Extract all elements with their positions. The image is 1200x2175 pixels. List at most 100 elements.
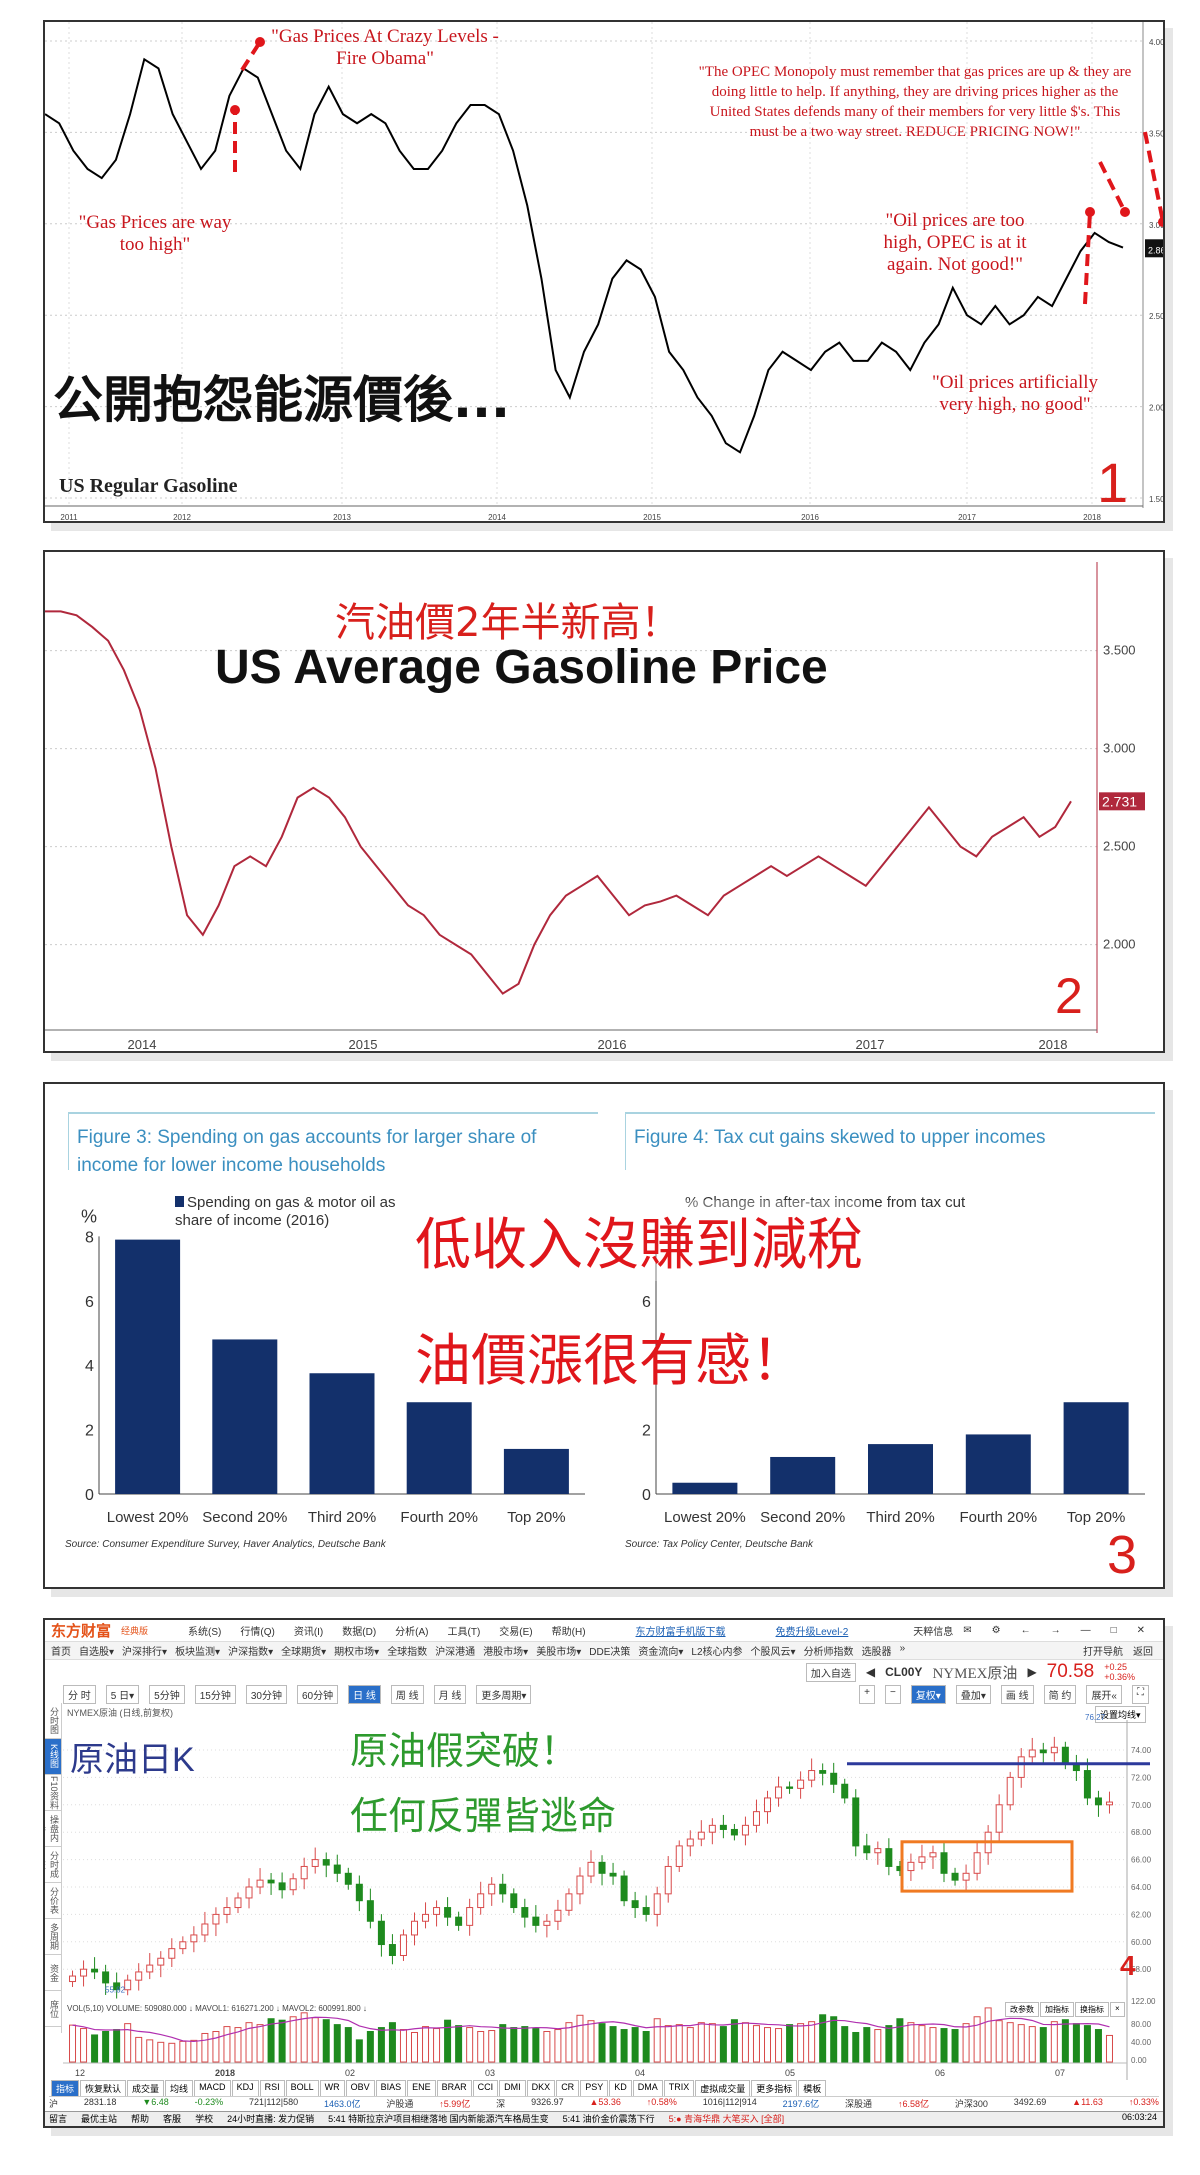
bottom-bar-item[interactable]: 最优主站 [81, 2114, 118, 2124]
prev-symbol-icon[interactable]: ◀ [865, 1665, 876, 1679]
next-symbol-icon[interactable]: ▶ [1027, 1665, 1037, 1679]
period-tab[interactable]: 周 线 [390, 1684, 424, 1704]
indicator-tab[interactable]: 成交量 [127, 2080, 165, 2097]
window-control-icon[interactable]: ✉ [963, 1625, 972, 1636]
period-tab[interactable]: 5 日▾ [105, 1684, 140, 1704]
indicator-tab[interactable]: ENE [407, 2080, 436, 2097]
nav-item[interactable]: 自选股▾ [79, 1647, 115, 1658]
nav-item[interactable]: 全球期货▾ [281, 1647, 327, 1658]
period-tab[interactable]: 日 线 [348, 1684, 381, 1704]
nav-item[interactable]: 资金流向▾ [638, 1647, 684, 1658]
bottom-bar-item[interactable]: 客服 [163, 2114, 182, 2124]
menu-item[interactable]: 数据(D) [342, 1627, 377, 1638]
indicator-tab[interactable]: TRIX [663, 2080, 695, 2097]
ma-settings-button[interactable]: 设置均线▾ [1095, 1706, 1146, 1723]
side-tab[interactable]: 多周期 [45, 1919, 61, 1955]
indicator-tab[interactable]: 虚拟成交量 [695, 2080, 751, 2097]
indicator-tab[interactable]: KD [609, 2080, 632, 2097]
nav-item[interactable]: 港股市场▾ [483, 1647, 529, 1658]
period-tab[interactable]: 分 时 [63, 1684, 96, 1704]
volume-panel-button[interactable]: 加指标 [1040, 2002, 1074, 2017]
side-tab[interactable]: 资金 [45, 1955, 61, 1991]
nav-item[interactable]: 美股市场▾ [536, 1647, 582, 1658]
nav-item[interactable]: 板块监测▾ [175, 1647, 221, 1658]
window-control-icon[interactable]: → [1050, 1625, 1061, 1636]
chart-tool-button[interactable]: + [859, 1684, 875, 1704]
menu-item[interactable]: 工具(T) [447, 1627, 481, 1638]
window-control-icon[interactable]: ✕ [1136, 1625, 1145, 1636]
indicator-tab[interactable]: 恢复默认 [80, 2080, 127, 2097]
menu-item[interactable]: 系统(S) [188, 1627, 222, 1638]
nav-item[interactable]: L2核心内参 [691, 1647, 743, 1658]
period-tab[interactable]: 月 线 [433, 1684, 467, 1704]
side-tab[interactable]: 分时成交 [45, 1847, 61, 1883]
indicator-tab[interactable]: CCI [472, 2080, 499, 2097]
volume-panel-button[interactable]: 换指标 [1075, 2002, 1109, 2017]
indicator-tab[interactable]: BOLL [285, 2080, 319, 2097]
chart-tool-button[interactable]: 简 约 [1043, 1684, 1077, 1704]
indicator-tab[interactable]: DMI [499, 2080, 526, 2097]
indicator-tab[interactable]: 均线 [165, 2080, 194, 2097]
nav-item[interactable]: 分析师指数 [803, 1647, 854, 1658]
period-tab[interactable]: 60分钟 [296, 1684, 339, 1704]
indicator-tab[interactable]: OBV [345, 2080, 375, 2097]
chart-tool-button[interactable]: 展开« [1086, 1684, 1122, 1704]
nav-item[interactable]: 沪深港通 [435, 1647, 476, 1658]
menu-item[interactable]: 行情(Q) [240, 1627, 275, 1638]
indicator-tab[interactable]: PSY [580, 2080, 609, 2097]
menu-item[interactable]: 资讯(I) [293, 1627, 324, 1638]
indicator-tab[interactable]: BIAS [375, 2080, 407, 2097]
indicator-tab[interactable]: 指标 [51, 2080, 80, 2097]
menu-item[interactable]: 帮助(H) [551, 1627, 586, 1638]
period-tab[interactable]: 更多周期▾ [476, 1684, 532, 1704]
indicator-tab[interactable]: MACD [194, 2080, 231, 2097]
link-mobile[interactable]: 东方财富手机版下载 [635, 1627, 726, 1638]
indicator-tab[interactable]: 模板 [798, 2080, 827, 2097]
nav-open[interactable]: 打开导航 [1083, 1647, 1123, 1658]
add-watchlist-button[interactable]: 加入自选 [805, 1662, 856, 1682]
nav-item[interactable]: » [899, 1643, 906, 1654]
bottom-bar-item[interactable]: 帮助 [131, 2114, 150, 2124]
indicator-tab[interactable]: CR [556, 2080, 580, 2097]
side-tab[interactable]: 分价表 [45, 1883, 61, 1919]
nav-item[interactable]: DDE决策 [589, 1647, 631, 1658]
nav-item[interactable]: 选股器 [861, 1647, 892, 1658]
side-tab[interactable]: F10资料 [45, 1775, 61, 1811]
side-tab[interactable]: 分时图 [45, 1703, 61, 1739]
user-name[interactable]: 天粹信息 [913, 1627, 954, 1638]
indicator-tab[interactable]: KDJ [231, 2080, 259, 2097]
side-tab[interactable]: 席位 [45, 1991, 61, 2027]
chart-tool-button[interactable]: − [884, 1684, 901, 1704]
indicator-tab[interactable]: DKX [526, 2080, 556, 2097]
indicator-tab[interactable]: BRAR [436, 2080, 472, 2097]
indicator-tab[interactable]: 更多指标 [751, 2080, 798, 2097]
link-level2[interactable]: 免费升级Level-2 [775, 1627, 849, 1638]
bottom-bar-item[interactable]: 学校 [195, 2114, 214, 2124]
side-tab[interactable]: 操盘内参 [45, 1811, 61, 1847]
chart-tool-button[interactable]: 画 线 [1000, 1684, 1034, 1704]
side-tab[interactable]: K线图 [45, 1739, 61, 1775]
bottom-bar-item[interactable]: 留言 [49, 2114, 68, 2124]
nav-item[interactable]: 期权市场▾ [334, 1647, 380, 1658]
menu-item[interactable]: 交易(E) [499, 1627, 533, 1638]
volume-panel-button[interactable]: × [1110, 2002, 1125, 2017]
menu-item[interactable]: 分析(A) [395, 1627, 429, 1638]
window-control-icon[interactable]: ⚙ [991, 1625, 1001, 1636]
indicator-tab[interactable]: WR [319, 2080, 345, 2097]
nav-item[interactable]: 全球指数 [387, 1647, 428, 1658]
window-control-icon[interactable]: ← [1020, 1625, 1031, 1636]
period-tab[interactable]: 15分钟 [194, 1684, 236, 1704]
nav-item[interactable]: 沪深排行▾ [122, 1647, 168, 1658]
nav-item[interactable]: 沪深指数▾ [228, 1647, 274, 1658]
nav-back[interactable]: 返回 [1133, 1647, 1153, 1658]
indicator-tab[interactable]: DMA [632, 2080, 663, 2097]
period-tab[interactable]: 30分钟 [245, 1684, 287, 1704]
chart-tool-button[interactable]: ⛶ [1132, 1684, 1149, 1704]
window-control-icon[interactable]: □ [1110, 1625, 1117, 1636]
volume-panel-button[interactable]: 改参数 [1005, 2002, 1039, 2017]
nav-item[interactable]: 首页 [51, 1647, 71, 1658]
chart-tool-button[interactable]: 叠加▾ [955, 1684, 991, 1704]
chart-tool-button[interactable]: 复权▾ [910, 1684, 946, 1704]
window-control-icon[interactable]: — [1080, 1625, 1091, 1636]
nav-item[interactable]: 个股风云▾ [750, 1647, 796, 1658]
